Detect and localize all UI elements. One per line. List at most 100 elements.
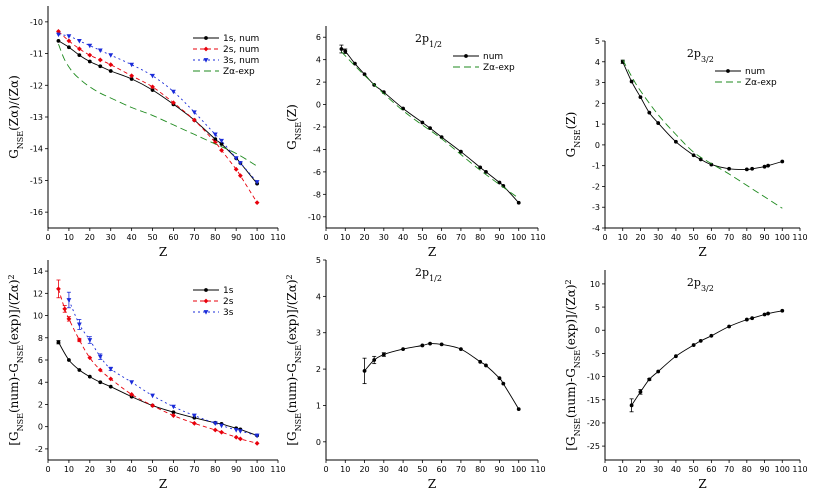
- data-point: [254, 440, 260, 446]
- x-tick-label: 70: [724, 233, 734, 242]
- y-tick-label: 2: [595, 99, 600, 108]
- data-point: [674, 139, 678, 144]
- data-point: [97, 367, 103, 373]
- series-line: [58, 43, 258, 167]
- x-tick-label: 70: [456, 233, 466, 242]
- x-axis-title: Z: [159, 245, 167, 259]
- x-tick-label: 20: [359, 233, 369, 242]
- legend-marker: [464, 54, 468, 58]
- data-point: [87, 338, 93, 343]
- data-point: [439, 342, 444, 347]
- legend-marker: [203, 46, 209, 52]
- data-point: [129, 77, 134, 81]
- panel-title: 2p1/2: [415, 32, 442, 49]
- x-tick-label: 20: [635, 233, 645, 242]
- x-tick-label: 0: [602, 465, 607, 474]
- panel-2p32-top-right: 0 10 20 30 40 50 60 70 80 90 100 110 -4 -3 -2 -1 0 1 2 3 4 5 Z…: [564, 37, 808, 259]
- data-point: [56, 32, 61, 38]
- data-point: [212, 427, 218, 433]
- data-point: [744, 317, 749, 322]
- data-point: [87, 43, 93, 49]
- data-point: [233, 434, 239, 440]
- y-tick-label: 0: [38, 423, 43, 432]
- y-axis-title: [GNSE(num)-GNSE(exp)]/(Zα)2: [7, 274, 25, 445]
- data-point: [428, 126, 432, 131]
- series-line: [364, 343, 520, 410]
- data-point: [108, 366, 114, 372]
- data-point: [709, 162, 714, 167]
- data-point: [780, 159, 785, 164]
- x-tick-label: 60: [706, 233, 716, 242]
- x-tick-label: 30: [106, 465, 116, 474]
- x-tick-label: 20: [635, 465, 645, 474]
- y-tick-label: 4: [316, 56, 321, 65]
- x-tick-label: 100: [775, 465, 790, 474]
- data-point: [674, 354, 678, 359]
- data-point: [516, 407, 521, 411]
- series-num: [620, 59, 785, 172]
- x-tick-label: 70: [724, 465, 734, 474]
- data-point: [212, 421, 218, 426]
- series-3s: [66, 291, 260, 439]
- data-point: [56, 340, 61, 345]
- y-tick-label: 8: [38, 334, 43, 343]
- y-tick-label: -12: [30, 81, 43, 90]
- data-point: [237, 173, 243, 179]
- x-tick-label: 40: [398, 465, 408, 474]
- data-point: [150, 88, 155, 92]
- legend-label: 1s, num: [223, 34, 259, 44]
- x-tick-label: 80: [742, 465, 752, 474]
- x-tick-label: 10: [618, 233, 628, 242]
- x-tick-label: 80: [210, 465, 220, 474]
- x-tick-label: 110: [530, 233, 545, 242]
- panel-2p32-difference-bottom-right: 0 10 20 30 40 50 60 70 80 90 100 110 -25 -20 -15 -10 -5 0…: [564, 270, 808, 491]
- y-tick-label: -2: [35, 445, 43, 454]
- legend-marker: [204, 288, 208, 292]
- x-tick-label: 40: [127, 233, 137, 242]
- data-point: [254, 433, 260, 439]
- data-point: [129, 73, 135, 79]
- data-point: [219, 138, 224, 144]
- data-point: [459, 149, 463, 154]
- x-tick-label: 60: [437, 233, 447, 242]
- x-tick-label: 10: [618, 465, 628, 474]
- data-point: [76, 322, 82, 328]
- data-point: [362, 369, 367, 373]
- legend-label: num: [745, 67, 765, 77]
- legend-label: Zα-exp: [483, 63, 515, 73]
- series-2s: [56, 279, 260, 446]
- data-point: [97, 354, 103, 360]
- data-point: [56, 38, 61, 43]
- data-point: [484, 363, 488, 368]
- y-axis-title: [GNSE(num)-GNSE(exp)]/(Zα)2: [285, 274, 303, 445]
- x-tick-label: 70: [189, 233, 199, 242]
- x-tick-label: 50: [417, 233, 427, 242]
- data-point: [212, 132, 218, 138]
- y-tick-label: 2: [38, 400, 43, 409]
- data-point: [401, 347, 405, 351]
- series-z-exp: [58, 43, 258, 167]
- y-tick-label: -4: [313, 145, 321, 154]
- x-tick-label: 100: [775, 233, 790, 242]
- data-point: [339, 47, 344, 51]
- data-point: [108, 384, 113, 389]
- x-axis-title: Z: [698, 477, 706, 491]
- x-tick-label: 90: [231, 233, 241, 242]
- y-tick-label: -14: [30, 145, 43, 154]
- y-tick-label: 1: [316, 401, 321, 410]
- x-tick-label: 30: [106, 233, 116, 242]
- data-point: [497, 180, 502, 185]
- data-point: [750, 316, 755, 321]
- data-point: [76, 38, 82, 44]
- data-point: [171, 413, 176, 418]
- y-tick-label: -4: [592, 224, 600, 233]
- y-tick-label: 3: [316, 329, 321, 338]
- data-point: [171, 410, 176, 415]
- x-tick-label: 50: [689, 233, 699, 242]
- x-tick-label: 20: [85, 233, 95, 242]
- data-point: [56, 28, 61, 34]
